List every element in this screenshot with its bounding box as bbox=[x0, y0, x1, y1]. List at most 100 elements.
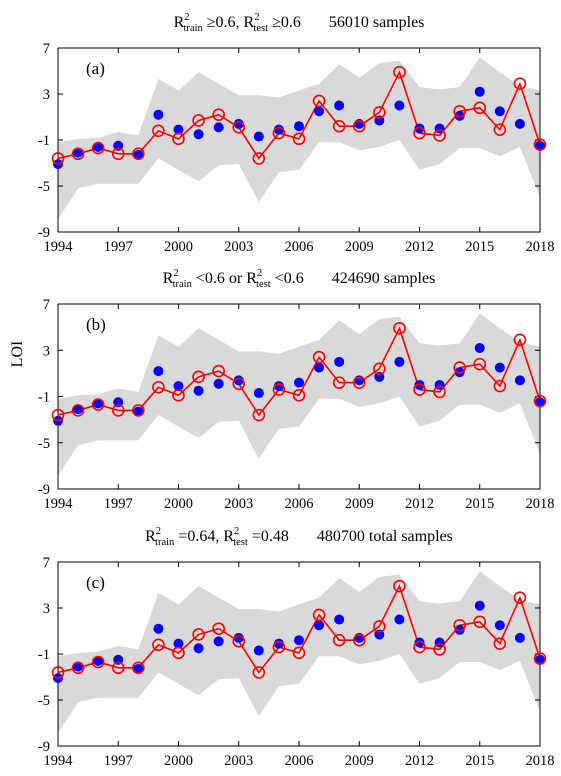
x-tick-label: 2003 bbox=[224, 239, 253, 255]
x-tick-label: 1994 bbox=[44, 753, 74, 769]
x-tick-label: 2003 bbox=[224, 496, 253, 512]
predicted-point bbox=[93, 141, 104, 152]
observed-point bbox=[453, 361, 466, 374]
observed-point bbox=[453, 618, 466, 632]
x-tick-label: 1994 bbox=[44, 496, 74, 512]
observed-point bbox=[373, 620, 386, 633]
observed-point bbox=[132, 147, 145, 161]
observed-point bbox=[352, 633, 366, 647]
chart-title-part: ≥0.6, bbox=[203, 14, 244, 31]
observed-point bbox=[433, 129, 446, 142]
observed-point bbox=[252, 152, 266, 165]
observed-point bbox=[152, 124, 165, 138]
x-tick-label: 2012 bbox=[405, 239, 434, 255]
x-tick-label: 2003 bbox=[224, 753, 253, 769]
observed-point bbox=[272, 383, 286, 396]
predicted-point bbox=[314, 620, 325, 631]
observed-point bbox=[71, 147, 85, 161]
x-tick-label: 1997 bbox=[104, 753, 133, 769]
predicted-point bbox=[193, 643, 204, 654]
predicted-point bbox=[153, 366, 164, 377]
predicted-point bbox=[454, 367, 465, 378]
x-tick-label: 2006 bbox=[285, 239, 314, 255]
predicted-point bbox=[173, 638, 184, 649]
predicted-point bbox=[133, 149, 144, 160]
predicted-point bbox=[414, 379, 425, 390]
predicted-point bbox=[93, 655, 104, 666]
x-tick-label: 2006 bbox=[285, 496, 314, 512]
x-tick-label: 2018 bbox=[526, 753, 555, 769]
x-tick-label: 1997 bbox=[104, 239, 133, 255]
predicted-point bbox=[514, 118, 525, 129]
predicted-point bbox=[494, 362, 505, 373]
observed-point bbox=[393, 579, 406, 593]
x-tick-label: 2015 bbox=[465, 753, 494, 769]
panel-label: (c) bbox=[86, 573, 105, 592]
chart-title-part: 424690 samples bbox=[332, 270, 436, 287]
predicted-point bbox=[273, 381, 284, 392]
predicted-point bbox=[73, 661, 84, 672]
predicted-point bbox=[454, 110, 465, 121]
chart-title-part: test bbox=[256, 279, 271, 290]
predicted-point bbox=[213, 378, 224, 389]
observed-point bbox=[232, 377, 246, 391]
observed-point bbox=[152, 638, 165, 652]
predicted-point bbox=[133, 663, 144, 674]
chart-title-part: train bbox=[155, 537, 175, 548]
predicted-point bbox=[253, 388, 264, 399]
observed-point bbox=[433, 385, 446, 399]
observed-point bbox=[212, 364, 225, 378]
predicted-point bbox=[294, 377, 304, 388]
predicted-point bbox=[233, 632, 244, 643]
predicted-point bbox=[233, 118, 244, 129]
y-tick-label: -5 bbox=[38, 179, 50, 195]
predicted-point bbox=[253, 645, 264, 656]
observed-point bbox=[312, 608, 326, 622]
predicted-point bbox=[73, 147, 84, 158]
observed-point bbox=[413, 383, 426, 396]
x-tick-label: 2006 bbox=[285, 753, 314, 769]
observed-point bbox=[473, 101, 487, 115]
observed-point bbox=[373, 106, 386, 119]
observed-point bbox=[332, 633, 346, 647]
chart-title-part: <0.6 bbox=[271, 270, 304, 287]
chart-panel-c: R2 train =0.64, R2 test =0.48 480700 total … bbox=[38, 526, 555, 769]
chart-title-part: R bbox=[174, 14, 185, 31]
y-tick-label: -5 bbox=[38, 436, 50, 452]
observed-point bbox=[493, 637, 507, 650]
chart-title-part: R bbox=[244, 14, 255, 31]
chart-title-part: R bbox=[223, 528, 234, 545]
predicted-point bbox=[535, 654, 545, 665]
observed-point bbox=[453, 104, 466, 118]
x-tick-label: 2018 bbox=[526, 239, 555, 255]
x-tick-label: 2009 bbox=[345, 753, 374, 769]
x-tick-label: 2000 bbox=[164, 496, 193, 512]
panel-label: (a) bbox=[86, 59, 105, 78]
observed-point bbox=[172, 646, 185, 660]
observed-point bbox=[413, 640, 426, 654]
observed-point bbox=[272, 640, 286, 654]
chart-title-part: 480700 total samples bbox=[317, 528, 453, 545]
observed-point bbox=[312, 94, 326, 108]
y-tick-label: -1 bbox=[38, 390, 50, 406]
predicted-point bbox=[73, 404, 84, 415]
predicted-point bbox=[153, 109, 164, 120]
observed-point bbox=[91, 141, 105, 155]
observed-point bbox=[212, 108, 225, 121]
observed-point bbox=[152, 380, 165, 394]
predicted-point bbox=[414, 123, 425, 134]
predicted-point bbox=[474, 86, 485, 97]
observed-point bbox=[132, 404, 145, 417]
observed-point bbox=[393, 321, 406, 335]
chart-panel-b: R2 train <0.6 or R2 test <0.6 424690 sample… bbox=[38, 268, 555, 512]
y-tick-label: 3 bbox=[43, 343, 50, 359]
chart-title-part: ≥0.6 bbox=[268, 14, 301, 31]
predicted-point bbox=[394, 614, 405, 625]
observed-point bbox=[71, 661, 85, 675]
y-tick-label: -5 bbox=[38, 693, 50, 709]
predicted-point bbox=[514, 632, 525, 643]
chart-title-part: train bbox=[184, 23, 204, 34]
observed-point bbox=[393, 65, 406, 79]
observed-point bbox=[111, 404, 125, 417]
predicted-point bbox=[173, 381, 184, 392]
